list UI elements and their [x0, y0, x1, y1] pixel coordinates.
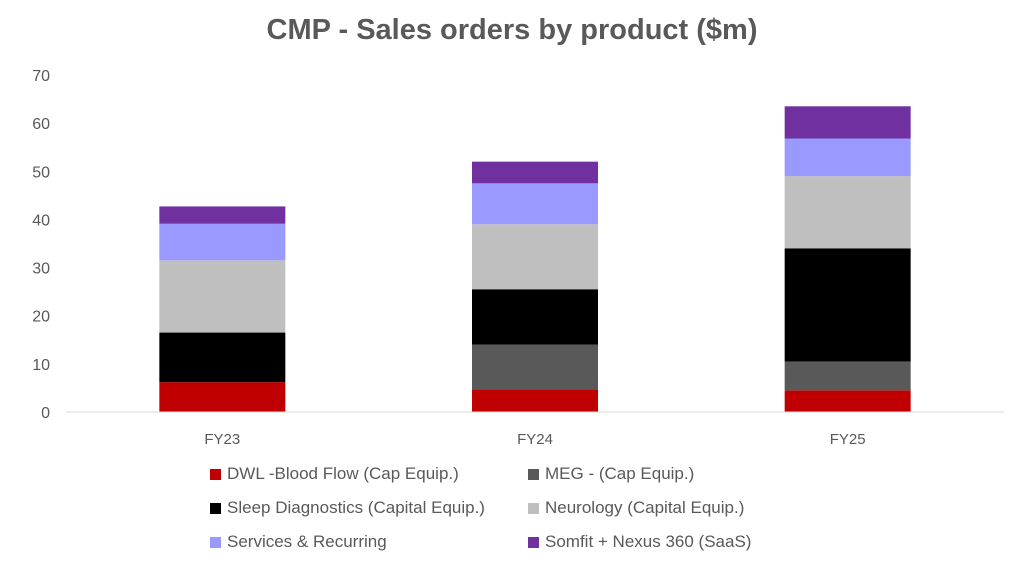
legend-swatch: [210, 536, 221, 548]
bar-segment-fy24-series-3: [472, 224, 598, 290]
y-tick-label: 10: [32, 357, 50, 374]
bar-segment-fy23-series-0: [159, 382, 286, 412]
y-tick-label: 20: [32, 309, 50, 326]
legend-item: MEG - (Cap Equip.): [528, 464, 694, 484]
legend-label: Services & Recurring: [227, 532, 387, 551]
legend-swatch: [528, 468, 539, 480]
x-tick-label: FY25: [830, 431, 866, 448]
bar-segment-fy24-series-0: [472, 389, 598, 412]
legend-label: Sleep Diagnostics (Capital Equip.): [227, 498, 485, 517]
bar-segment-fy23-series-5: [159, 206, 286, 224]
legend-item: DWL -Blood Flow (Cap Equip.): [210, 464, 459, 484]
bar-segment-fy24-series-1: [472, 344, 598, 390]
x-tick-label: FY23: [204, 431, 240, 448]
bar-segment-fy24-series-4: [472, 183, 598, 225]
bar-segment-fy25-series-0: [784, 390, 911, 412]
y-tick-label: 0: [41, 405, 50, 422]
legend-label: Somfit + Nexus 360 (SaaS): [545, 532, 752, 551]
y-tick-label: 40: [32, 212, 50, 229]
legend-item: Sleep Diagnostics (Capital Equip.): [210, 498, 485, 518]
bar-segment-fy25-series-4: [784, 138, 911, 177]
legend-label: MEG - (Cap Equip.): [545, 464, 695, 483]
y-tick-label: 60: [32, 116, 50, 133]
chart-title: CMP - Sales orders by product ($m): [266, 14, 758, 46]
legend-item: Neurology (Capital Equip.): [528, 498, 744, 518]
legend-label: Neurology (Capital Equip.): [545, 498, 745, 517]
legend-swatch: [528, 536, 539, 548]
x-axis: FY23 FY24 FY25: [204, 431, 865, 448]
x-tick-label: FY24: [517, 431, 553, 448]
legend-swatch: [528, 502, 539, 514]
bar-segment-fy23-series-2: [159, 332, 286, 383]
bar-segment-fy25-series-5: [784, 106, 911, 139]
legend-label: DWL -Blood Flow (Cap Equip.): [227, 464, 459, 483]
bar-segment-fy24-series-5: [472, 161, 598, 184]
legend-swatch: [210, 468, 221, 480]
legend-swatch: [210, 502, 221, 514]
chart-plot: 0 10 20 30 40 50 60 70 FY23 FY24 FY25: [32, 68, 1004, 448]
y-axis: 0 10 20 30 40 50 60 70: [32, 68, 50, 422]
bar-segment-fy24-series-2: [472, 289, 598, 345]
y-tick-label: 70: [32, 68, 50, 85]
bar-segment-fy25-series-2: [784, 248, 911, 362]
bar-segment-fy23-series-3: [159, 260, 286, 333]
bar-segment-fy23-series-4: [159, 223, 286, 261]
bar-segment-fy25-series-1: [784, 361, 911, 391]
legend-item: Somfit + Nexus 360 (SaaS): [528, 532, 751, 552]
legend-item: Services & Recurring: [210, 532, 387, 552]
y-tick-label: 50: [32, 164, 50, 181]
bars: [159, 106, 911, 412]
y-tick-label: 30: [32, 261, 50, 278]
bar-segment-fy25-series-3: [784, 176, 911, 249]
